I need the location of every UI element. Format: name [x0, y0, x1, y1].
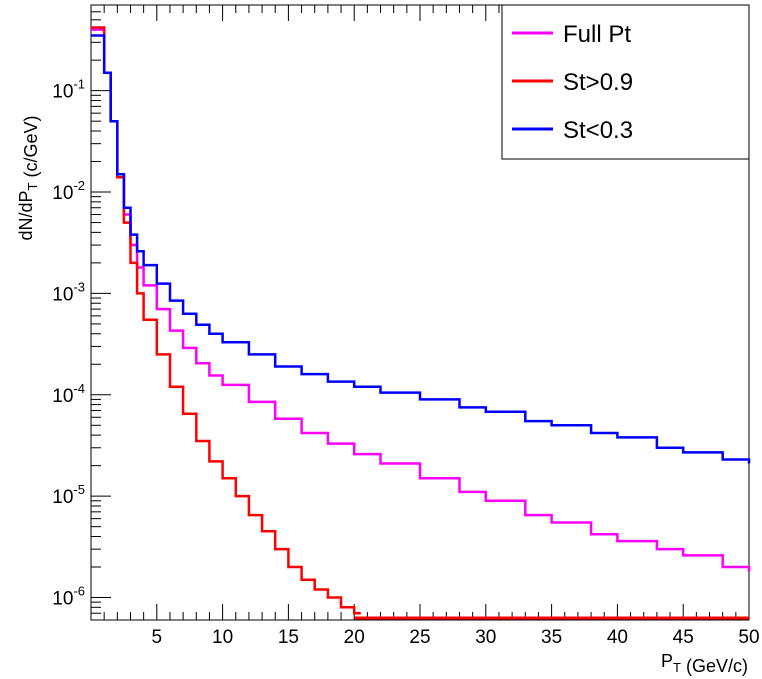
x-tick-label: 35 — [541, 627, 562, 648]
legend-entries: Full Pt St>0.9 St<0.3 — [512, 21, 633, 144]
legend: Full Pt St>0.9 St<0.3 — [501, 4, 750, 160]
x-axis-title: PT (GeV/c) — [661, 651, 748, 676]
x-tick-label: 45 — [673, 627, 694, 648]
series-layer — [91, 26, 751, 620]
x-tick-label: 5 — [152, 627, 163, 648]
x-tick-label: 10 — [212, 627, 233, 648]
x-tick-labels: 5 10 15 20 25 30 35 40 45 50 — [152, 627, 760, 648]
x-tick-label: 30 — [475, 627, 496, 648]
x-tick-label: 15 — [278, 627, 299, 648]
y-tick-label: 10-1 — [52, 77, 85, 103]
y-tick-label: 10-5 — [52, 482, 85, 508]
y-tick-label: 10-4 — [52, 381, 85, 407]
x-tick-label: 40 — [607, 627, 628, 648]
x-tick-label: 50 — [738, 627, 759, 648]
x-tick-label: 25 — [409, 627, 430, 648]
legend-label-1: Full Pt — [563, 21, 631, 48]
y-axis-title: dN/dPT (c/GeV) — [16, 116, 41, 241]
x-tick-label: 20 — [344, 627, 365, 648]
y-tick-label: 10-2 — [52, 178, 85, 204]
series-line-3 — [91, 34, 751, 464]
legend-label-3: St<0.3 — [563, 117, 633, 144]
y-tick-labels: 10-6 10-5 10-4 10-3 10-2 10-1 — [52, 77, 85, 610]
legend-label-2: St>0.9 — [563, 69, 633, 96]
series-line-2 — [91, 26, 361, 615]
y-tick-label: 10-6 — [52, 584, 85, 610]
y-tick-label: 10-3 — [52, 279, 85, 305]
